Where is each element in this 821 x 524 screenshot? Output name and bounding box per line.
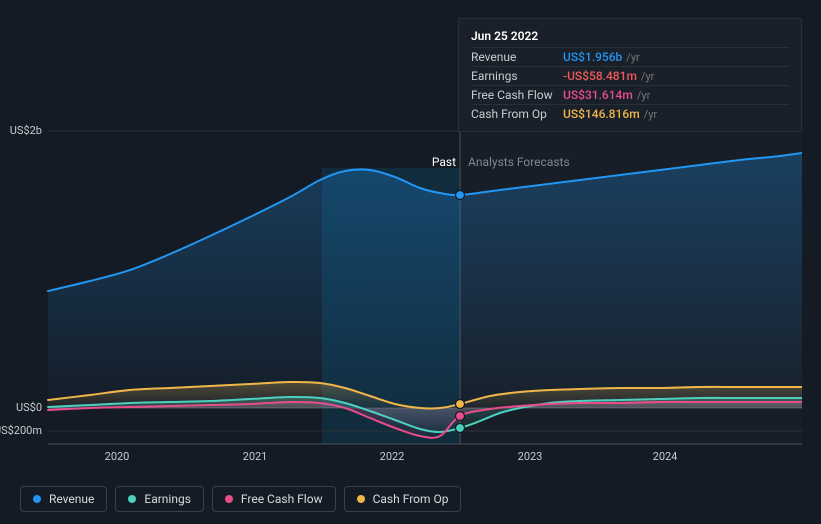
tooltip-row-unit: /yr [637,89,650,102]
chart-tooltip: Jun 25 2022 RevenueUS$1.956b/yrEarnings-… [458,18,802,132]
tooltip-row: RevenueUS$1.956b/yr [471,47,789,66]
x-axis-label: 2024 [653,450,678,463]
tooltip-row: Free Cash FlowUS$31.614m/yr [471,85,789,104]
legend-item-label: Cash From Op [373,492,449,506]
past-label: Past [432,155,456,169]
tooltip-row-label: Cash From Op [471,107,563,121]
legend-item-label: Free Cash Flow [241,492,323,506]
tooltip-row-value: -US$58.481m [563,69,637,83]
legend-dot-icon [33,495,41,503]
tooltip-row: Earnings-US$58.481m/yr [471,66,789,85]
tooltip-row-unit: /yr [641,70,654,83]
legend-item-cash_from_op[interactable]: Cash From Op [344,486,462,512]
tooltip-title: Jun 25 2022 [471,25,789,47]
tooltip-row-value: US$146.816m [563,107,640,121]
legend-item-label: Earnings [144,492,191,506]
x-axis-label: 2021 [243,450,268,463]
legend-item-earnings[interactable]: Earnings [115,486,204,512]
legend-item-label: Revenue [49,492,94,506]
legend-item-fcf[interactable]: Free Cash Flow [212,486,336,512]
tooltip-row-unit: /yr [626,51,639,64]
legend-dot-icon [225,495,233,503]
legend-item-revenue[interactable]: Revenue [20,486,107,512]
tooltip-row-value: US$31.614m [563,88,633,102]
x-axis-label: 2020 [105,450,130,463]
y-axis-label: US$0 [0,401,42,414]
tooltip-row-label: Free Cash Flow [471,88,563,102]
y-axis-label: US$2b [0,124,42,137]
y-axis-label: -US$200m [0,424,42,437]
tooltip-row-label: Revenue [471,50,563,64]
x-axis-label: 2022 [380,450,405,463]
tooltip-row-value: US$1.956b [563,50,622,64]
x-axis-label: 2023 [518,450,543,463]
tooltip-row-label: Earnings [471,69,563,83]
forecast-label: Analysts Forecasts [468,155,570,169]
legend-dot-icon [357,495,365,503]
legend: Revenue Earnings Free Cash Flow Cash From O… [20,486,461,512]
tooltip-row-unit: /yr [644,108,657,121]
chart-container: Past Analysts Forecasts Jun 25 2022 Reve… [20,18,802,448]
tooltip-row: Cash From OpUS$146.816m/yr [471,104,789,123]
legend-dot-icon [128,495,136,503]
